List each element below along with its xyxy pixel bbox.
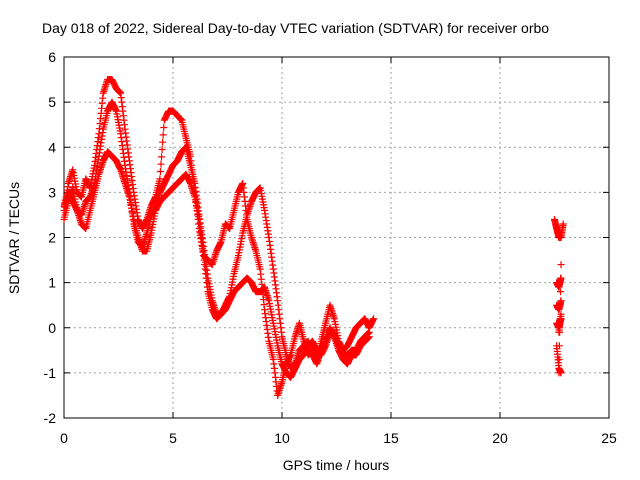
axis-ticks: 0 5 10 15 20 25 -2 -1 0 1 2 3 4 5 6: [44, 49, 617, 446]
data-point: [556, 328, 564, 336]
x-tick-label: 20: [492, 430, 508, 446]
data-points: [60, 76, 567, 399]
x-tick-label: 5: [169, 430, 177, 446]
chart-title: Day 018 of 2022, Sidereal Day-to-day VTE…: [42, 20, 549, 36]
data-point: [555, 355, 563, 363]
x-tick-label: 15: [383, 430, 399, 446]
x-tick-label: 0: [60, 430, 68, 446]
series-late-cluster: [551, 215, 567, 377]
data-point: [557, 274, 565, 282]
x-tick-label: 10: [274, 430, 290, 446]
data-point: [158, 153, 166, 161]
data-point: [557, 297, 565, 305]
data-point: [555, 342, 563, 350]
y-tick-label: 0: [48, 320, 56, 336]
data-point: [556, 301, 564, 309]
y-tick-label: -2: [44, 410, 57, 426]
y-tick-label: 1: [48, 275, 56, 291]
y-tick-label: 2: [48, 230, 56, 246]
series-track-c: [60, 148, 373, 381]
data-point: [156, 168, 164, 176]
series-track-b: [60, 98, 373, 372]
x-axis-label: GPS time / hours: [283, 457, 390, 473]
y-tick-label: 3: [48, 184, 56, 200]
y-tick-label: -1: [44, 365, 57, 381]
data-point: [556, 288, 564, 296]
y-tick-label: 4: [48, 139, 56, 155]
data-point: [156, 175, 164, 183]
data-point: [559, 220, 567, 228]
data-point: [157, 160, 165, 168]
y-tick-label: 5: [48, 94, 56, 110]
data-point: [556, 315, 564, 323]
data-point: [158, 146, 166, 154]
y-axis-label: SDTVAR / TECUs: [6, 182, 22, 294]
data-point: [557, 310, 565, 318]
data-point: [159, 131, 167, 139]
data-point: [159, 138, 167, 146]
data-point: [365, 328, 373, 336]
y-tick-label: 6: [48, 49, 56, 65]
data-point: [557, 261, 565, 269]
x-tick-label: 25: [601, 430, 617, 446]
data-point: [370, 315, 378, 323]
data-point: [555, 369, 563, 377]
data-point: [160, 124, 168, 132]
